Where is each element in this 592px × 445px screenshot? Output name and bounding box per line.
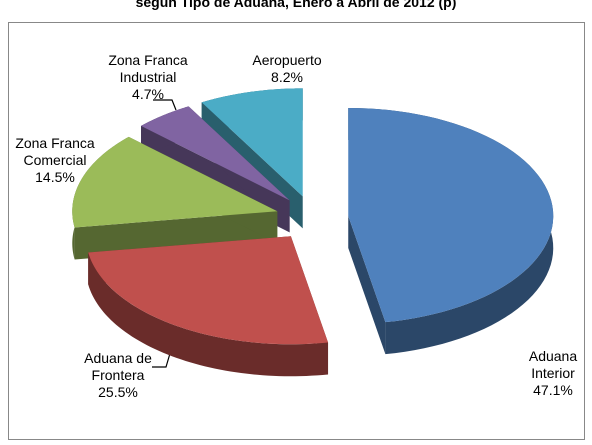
- leader-line: [153, 99, 177, 111]
- slice-side: [74, 211, 278, 260]
- value-label: 47.1%: [533, 382, 573, 398]
- data-label: Aeropuerto 8.2%: [242, 52, 332, 86]
- data-label: Aduana Interior 47.1%: [518, 348, 588, 399]
- value-label: 4.7%: [132, 86, 164, 102]
- data-label: Zona Franca Comercial 14.5%: [10, 135, 100, 186]
- data-label: Zona Franca Industrial 4.7%: [98, 52, 198, 103]
- pie-slice: [201, 88, 303, 197]
- data-label: Aduana de Frontera 25.5%: [68, 350, 168, 401]
- value-label: 8.2%: [271, 69, 303, 85]
- value-label: 14.5%: [35, 169, 75, 185]
- category-label: Aeropuerto: [252, 52, 322, 68]
- pie-slice: [72, 136, 278, 228]
- pie-slice: [141, 106, 290, 201]
- chart-title: según Tipo de Aduana, Enero a Abril de 2…: [135, 0, 457, 10]
- value-label: 25.5%: [98, 384, 138, 400]
- category-label: Aduana de Frontera: [84, 350, 152, 383]
- pie-slice: [348, 107, 554, 323]
- slice-side: [348, 215, 386, 355]
- slice-side: [88, 252, 329, 377]
- category-label: Zona Franca Industrial: [108, 52, 188, 85]
- category-label: Aduana Interior: [528, 348, 578, 381]
- leader-line: [152, 349, 172, 368]
- category-label: Zona Franca Comercial: [15, 135, 95, 168]
- pie-slice: [88, 236, 329, 345]
